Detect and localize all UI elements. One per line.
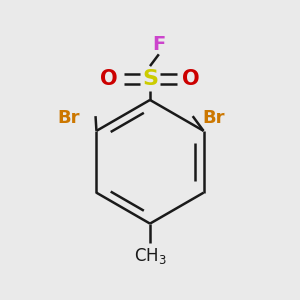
Text: O: O — [100, 69, 118, 89]
Text: O: O — [182, 69, 200, 89]
Text: S: S — [142, 69, 158, 89]
Text: Br: Br — [202, 109, 225, 127]
Text: F: F — [152, 34, 166, 53]
Text: CH$_3$: CH$_3$ — [134, 246, 166, 266]
Text: Br: Br — [58, 109, 80, 127]
